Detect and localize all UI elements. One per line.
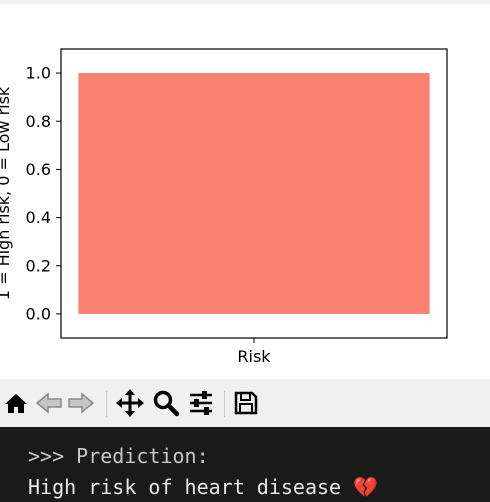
forward-icon[interactable] xyxy=(66,379,96,427)
back-icon[interactable] xyxy=(34,379,64,427)
y-axis-label: 1 = High risk, 0 = Low risk xyxy=(0,86,13,300)
axes-frame xyxy=(60,48,448,339)
bar-chart: Risk 0.0 0.2 0.4 0.6 0.8 1.0 1 = High risk, 0 =… xyxy=(0,48,448,366)
toolbar-separator xyxy=(224,391,225,417)
pan-icon[interactable] xyxy=(114,379,146,427)
zoom-icon[interactable] xyxy=(150,379,182,427)
x-tick-label: Risk xyxy=(237,347,271,366)
y-tick-label: 0.4 xyxy=(26,208,51,227)
window-top-strip xyxy=(0,0,490,4)
y-tick-label: 0.0 xyxy=(26,304,51,323)
terminal-output: >>> Prediction: High risk of heart disea… xyxy=(0,427,490,502)
prediction-text: High risk of heart disease xyxy=(28,475,342,499)
save-icon[interactable] xyxy=(231,379,261,427)
bar-risk xyxy=(78,73,430,314)
plot-figure: Risk 0.0 0.2 0.4 0.6 0.8 1.0 1 = High risk, 0 =… xyxy=(0,4,490,379)
plot-toolbar xyxy=(0,379,490,427)
prediction-prompt: >>> Prediction: xyxy=(28,444,209,468)
y-tick-label: 0.8 xyxy=(26,112,51,131)
prediction-result: High risk of heart disease 💔 xyxy=(28,475,378,499)
broken-heart-icon: 💔 xyxy=(353,475,379,499)
y-tick-label: 0.6 xyxy=(26,160,51,179)
home-icon[interactable] xyxy=(2,379,30,427)
configure-subplots-icon[interactable] xyxy=(185,379,217,427)
toolbar-separator xyxy=(106,391,107,417)
y-tick-label: 1.0 xyxy=(26,64,51,83)
y-tick-label: 0.2 xyxy=(26,256,51,275)
